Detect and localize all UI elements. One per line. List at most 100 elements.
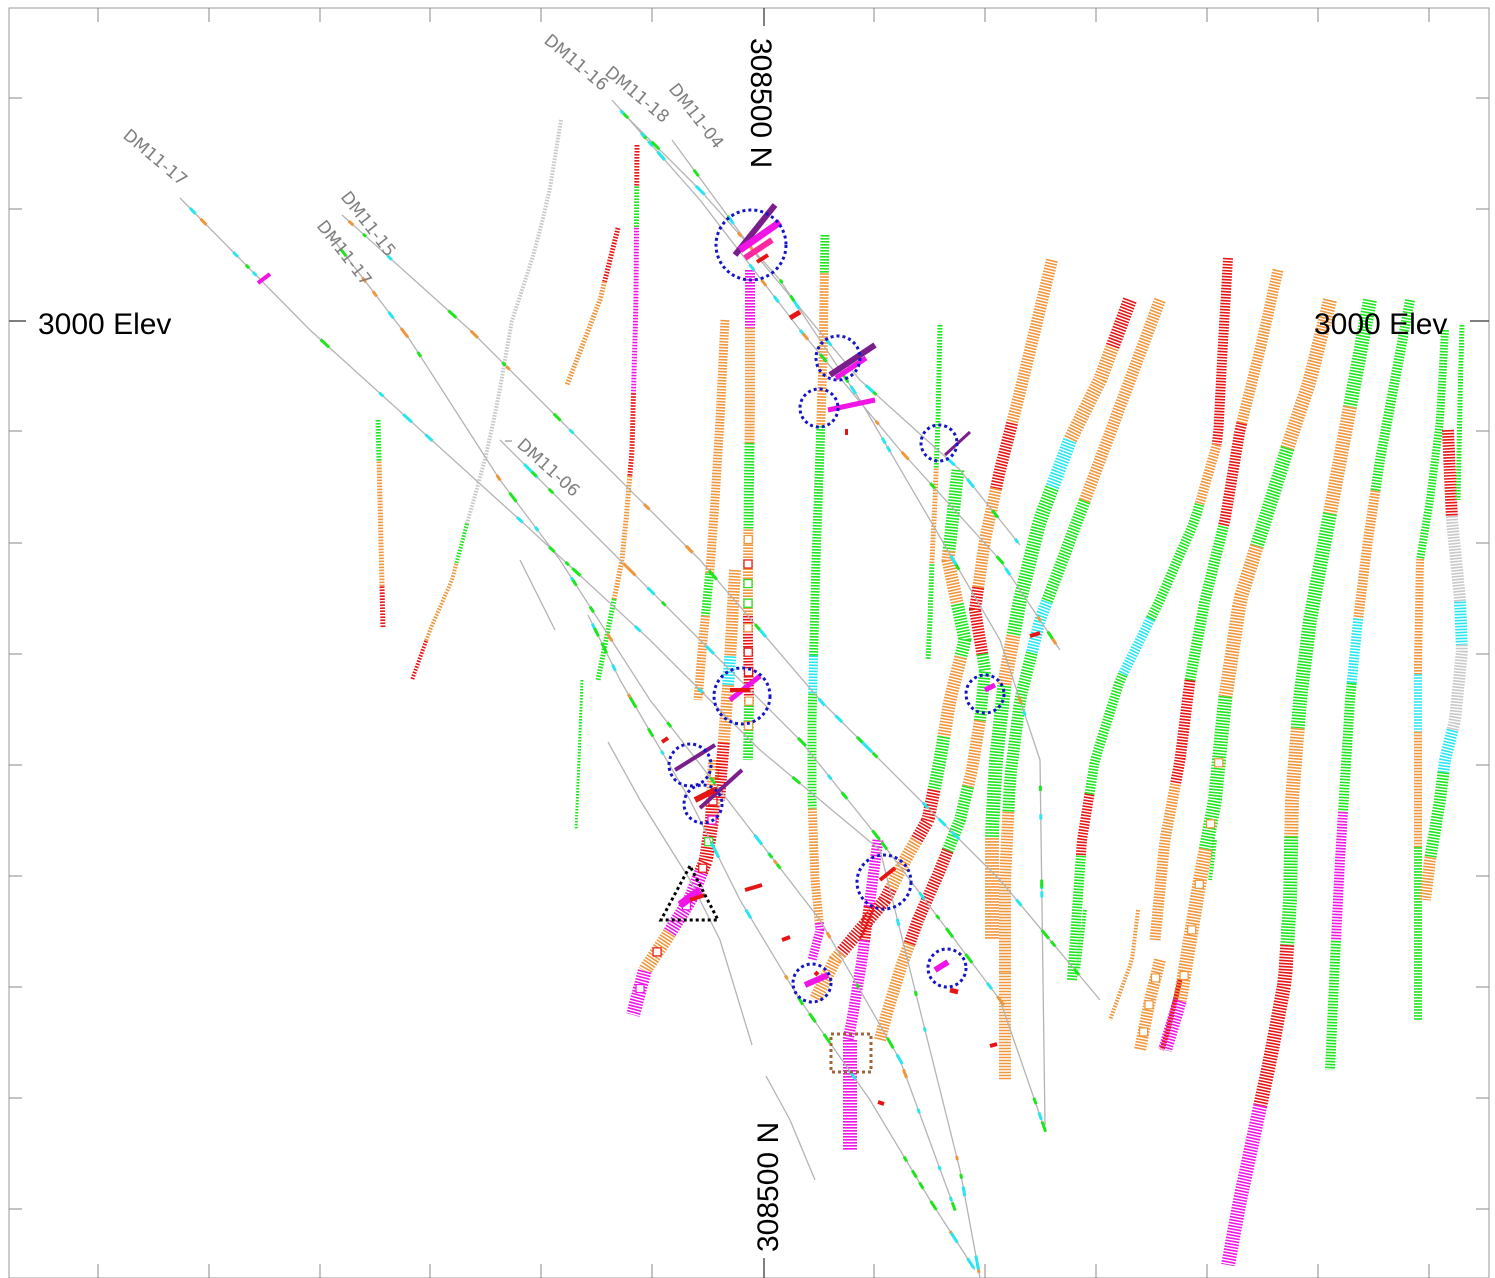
trace-assay-tick [1049,940,1057,948]
assay-column-segment [722,656,737,686]
assay-sample-box [652,947,662,957]
trace-assay-tick [864,384,875,394]
trace-assay-tick [548,545,556,554]
trace-assay-tick [1040,1121,1048,1133]
label-dm11-16: DM11-16 [540,31,612,96]
drillhole-traces [179,99,1101,1278]
drillhole-trace [329,234,956,1211]
highlight-bar [744,883,763,892]
trace-assay-tick [871,829,881,841]
assay-column-segment [1006,258,1058,425]
trace-assay-tick [501,361,507,367]
trace-assay-tick [948,1196,954,1202]
assay-column-segment [951,602,972,659]
assay-column-segment [454,523,469,565]
assay-column-segment [638,929,676,975]
trace-assay-tick [244,263,251,270]
trace-assay-tick [1004,567,1012,576]
trace-assay-tick [916,1108,921,1114]
trace-assay-tick [796,736,808,748]
assay-sample-box [1205,819,1216,829]
highlight-bar [256,272,272,285]
trace-assay-tick [808,1012,817,1024]
highlight-bar [878,866,897,882]
dotted-triangle-marker [658,862,721,922]
trace-assay-tick [778,278,784,284]
assay-column-segment [863,839,884,908]
highlight-bar [877,1100,885,1106]
trace-assay-tick [600,642,609,654]
assay-column-segment [611,475,633,600]
trace-assay-tick [642,502,651,511]
trace-assay-tick [935,914,941,920]
assay-column-segment [884,837,922,892]
assay-column-segment [942,469,965,552]
assay-column-segment [1280,836,1299,946]
assay-column-segment [626,969,652,1017]
target-circle [791,962,833,1004]
highlight-bar [673,743,717,772]
assay-sample-box [1144,1000,1154,1010]
assay-column-segment [1346,618,1364,684]
assay-column-segment [379,586,386,629]
trace-assay-tick [646,727,655,738]
trace-assay-tick [1015,898,1023,907]
assay-column-segment [1211,257,1233,445]
elevation-label-left: 3000 Elev [38,308,171,341]
assay-column-segment [1284,727,1305,837]
trace-assay-tick [995,555,1005,565]
highlight-bar [743,237,774,261]
assay-column-segment [1370,299,1415,492]
trace-assay-tick [937,817,947,827]
trace-assay-tick [950,830,961,841]
highlight-bar [698,768,744,810]
drillhole-trace [179,197,981,1278]
trace-assay-tick [378,391,385,398]
assay-column-segment [713,742,730,801]
assay-column-segment [999,811,1015,973]
trace-assay-tick [818,353,828,363]
trace-assay-tick [736,231,743,238]
assay-column-segment [985,685,1012,839]
assay-column-segment [1108,909,1140,1021]
trace-assay-tick [424,433,434,442]
assay-column-segment [564,280,608,386]
trace-assay-tick [783,974,789,980]
drillhole-trace [611,99,1061,651]
assay-column-segment [602,227,621,283]
assay-sample-box [743,559,753,569]
assay-column-segment [1158,998,1187,1052]
trace-assay-tick [880,437,887,445]
map-frame [8,7,1490,1278]
assay-column-segment [836,885,897,957]
trace-assay-tick [660,600,667,607]
target-circle [714,208,788,282]
trace-assay-tick [399,327,410,339]
trace-assay-tick [619,109,625,115]
assay-column-segment [842,939,871,1042]
highlight-bar [781,935,791,942]
trace-assay-tick [826,774,833,781]
label-dm11-17-a: DM11-17 [119,126,191,191]
trace-assay-tick [863,743,874,754]
assay-column-segment [1105,297,1137,351]
trace-assay-tick [633,624,642,633]
assay-column-segment [1159,979,1183,1051]
trace-assay-tick [849,385,858,395]
assay-column-segment [809,425,826,656]
trace-assay-tick [748,263,756,272]
trace-assay-tick [913,990,918,997]
trace-assay-tick [910,1169,918,1179]
trace-assay-tick [402,413,413,424]
trace-assay-tick [855,735,864,744]
trace-assay-tick [361,276,368,284]
assay-column-segment [929,468,939,565]
assay-column-segment [874,941,916,1042]
assay-column-segment [1454,601,1468,646]
assay-column-segment [1437,728,1459,773]
trace-assay-tick [572,568,582,577]
assay-column-segment [925,564,935,661]
trace-assay-tick [660,750,665,756]
trace-assay-tick [387,310,395,320]
assay-column-segment [1250,445,1295,549]
